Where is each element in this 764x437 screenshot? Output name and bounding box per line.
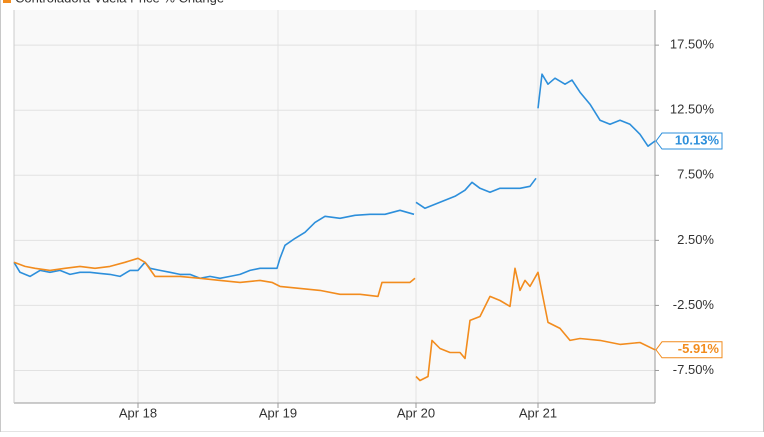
x-tick-label: Apr 20 xyxy=(397,405,435,420)
legend-swatch xyxy=(3,0,11,3)
end-label: 10.13% xyxy=(675,132,720,147)
y-tick-label: -2.50% xyxy=(673,297,715,312)
x-tick-label: Apr 18 xyxy=(119,405,157,420)
end-label-box xyxy=(655,132,723,150)
end-label: -5.91% xyxy=(678,341,720,356)
y-tick-label: -7.50% xyxy=(673,362,715,377)
end-label-box xyxy=(655,341,723,359)
plot-area xyxy=(14,10,655,403)
x-tick-label: Apr 19 xyxy=(259,405,297,420)
y-tick-label: 7.50% xyxy=(677,167,714,182)
y-tick-label: 12.50% xyxy=(670,102,715,117)
series-line xyxy=(13,257,656,382)
legend-label: Controladora Vuela Price % Change xyxy=(15,0,224,5)
y-tick-label: 2.50% xyxy=(677,232,714,247)
x-tick-label: Apr 21 xyxy=(519,405,557,420)
y-tick-label: 17.50% xyxy=(670,37,715,52)
